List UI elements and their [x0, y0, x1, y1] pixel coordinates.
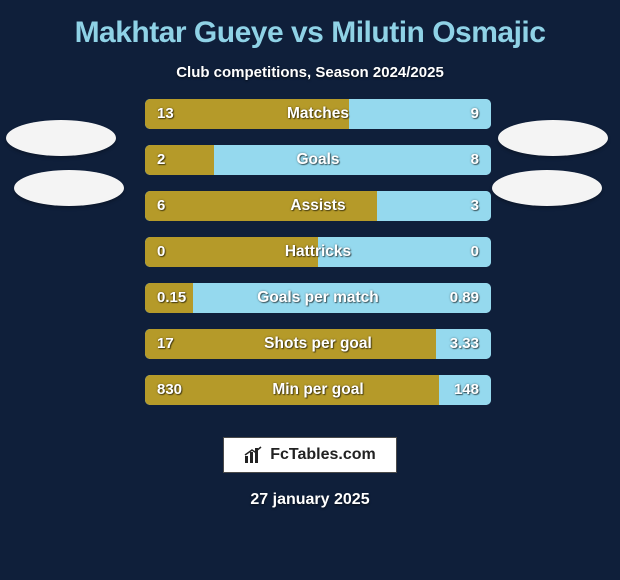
avatar-placeholder: [14, 170, 124, 206]
brand-text: FcTables.com: [270, 446, 376, 464]
player-right-name: Milutin Osmajic: [331, 16, 545, 49]
stat-row: 00Hattricks: [145, 237, 491, 267]
stat-label: Matches: [145, 99, 491, 129]
stat-label: Goals: [145, 145, 491, 175]
stat-row: 830148Min per goal: [145, 375, 491, 405]
page-title: Makhtar Gueye vs Milutin Osmajic: [8, 16, 612, 50]
subtitle: Club competitions, Season 2024/2025: [8, 64, 612, 81]
avatar-placeholder: [492, 170, 602, 206]
stat-label: Min per goal: [145, 375, 491, 405]
stat-row: 173.33Shots per goal: [145, 329, 491, 359]
stat-label: Shots per goal: [145, 329, 491, 359]
avatar-placeholder: [6, 120, 116, 156]
vs-separator: vs: [291, 16, 323, 49]
comparison-card: Makhtar Gueye vs Milutin Osmajic Club co…: [0, 0, 620, 580]
stat-row: 63Assists: [145, 191, 491, 221]
brand-badge[interactable]: FcTables.com: [223, 437, 397, 473]
date-stamp: 27 january 2025: [8, 491, 612, 509]
chart-icon: [244, 446, 264, 464]
stat-label: Goals per match: [145, 283, 491, 313]
avatar-placeholder: [498, 120, 608, 156]
bar-rows: 139Matches 28Goals 63Assists 00Hattricks 0.1…: [145, 99, 491, 405]
stat-row: 28Goals: [145, 145, 491, 175]
stat-label: Assists: [145, 191, 491, 221]
player-left-name: Makhtar Gueye: [75, 16, 284, 49]
stat-label: Hattricks: [145, 237, 491, 267]
stat-row: 0.150.89Goals per match: [145, 283, 491, 313]
stat-row: 139Matches: [145, 99, 491, 129]
